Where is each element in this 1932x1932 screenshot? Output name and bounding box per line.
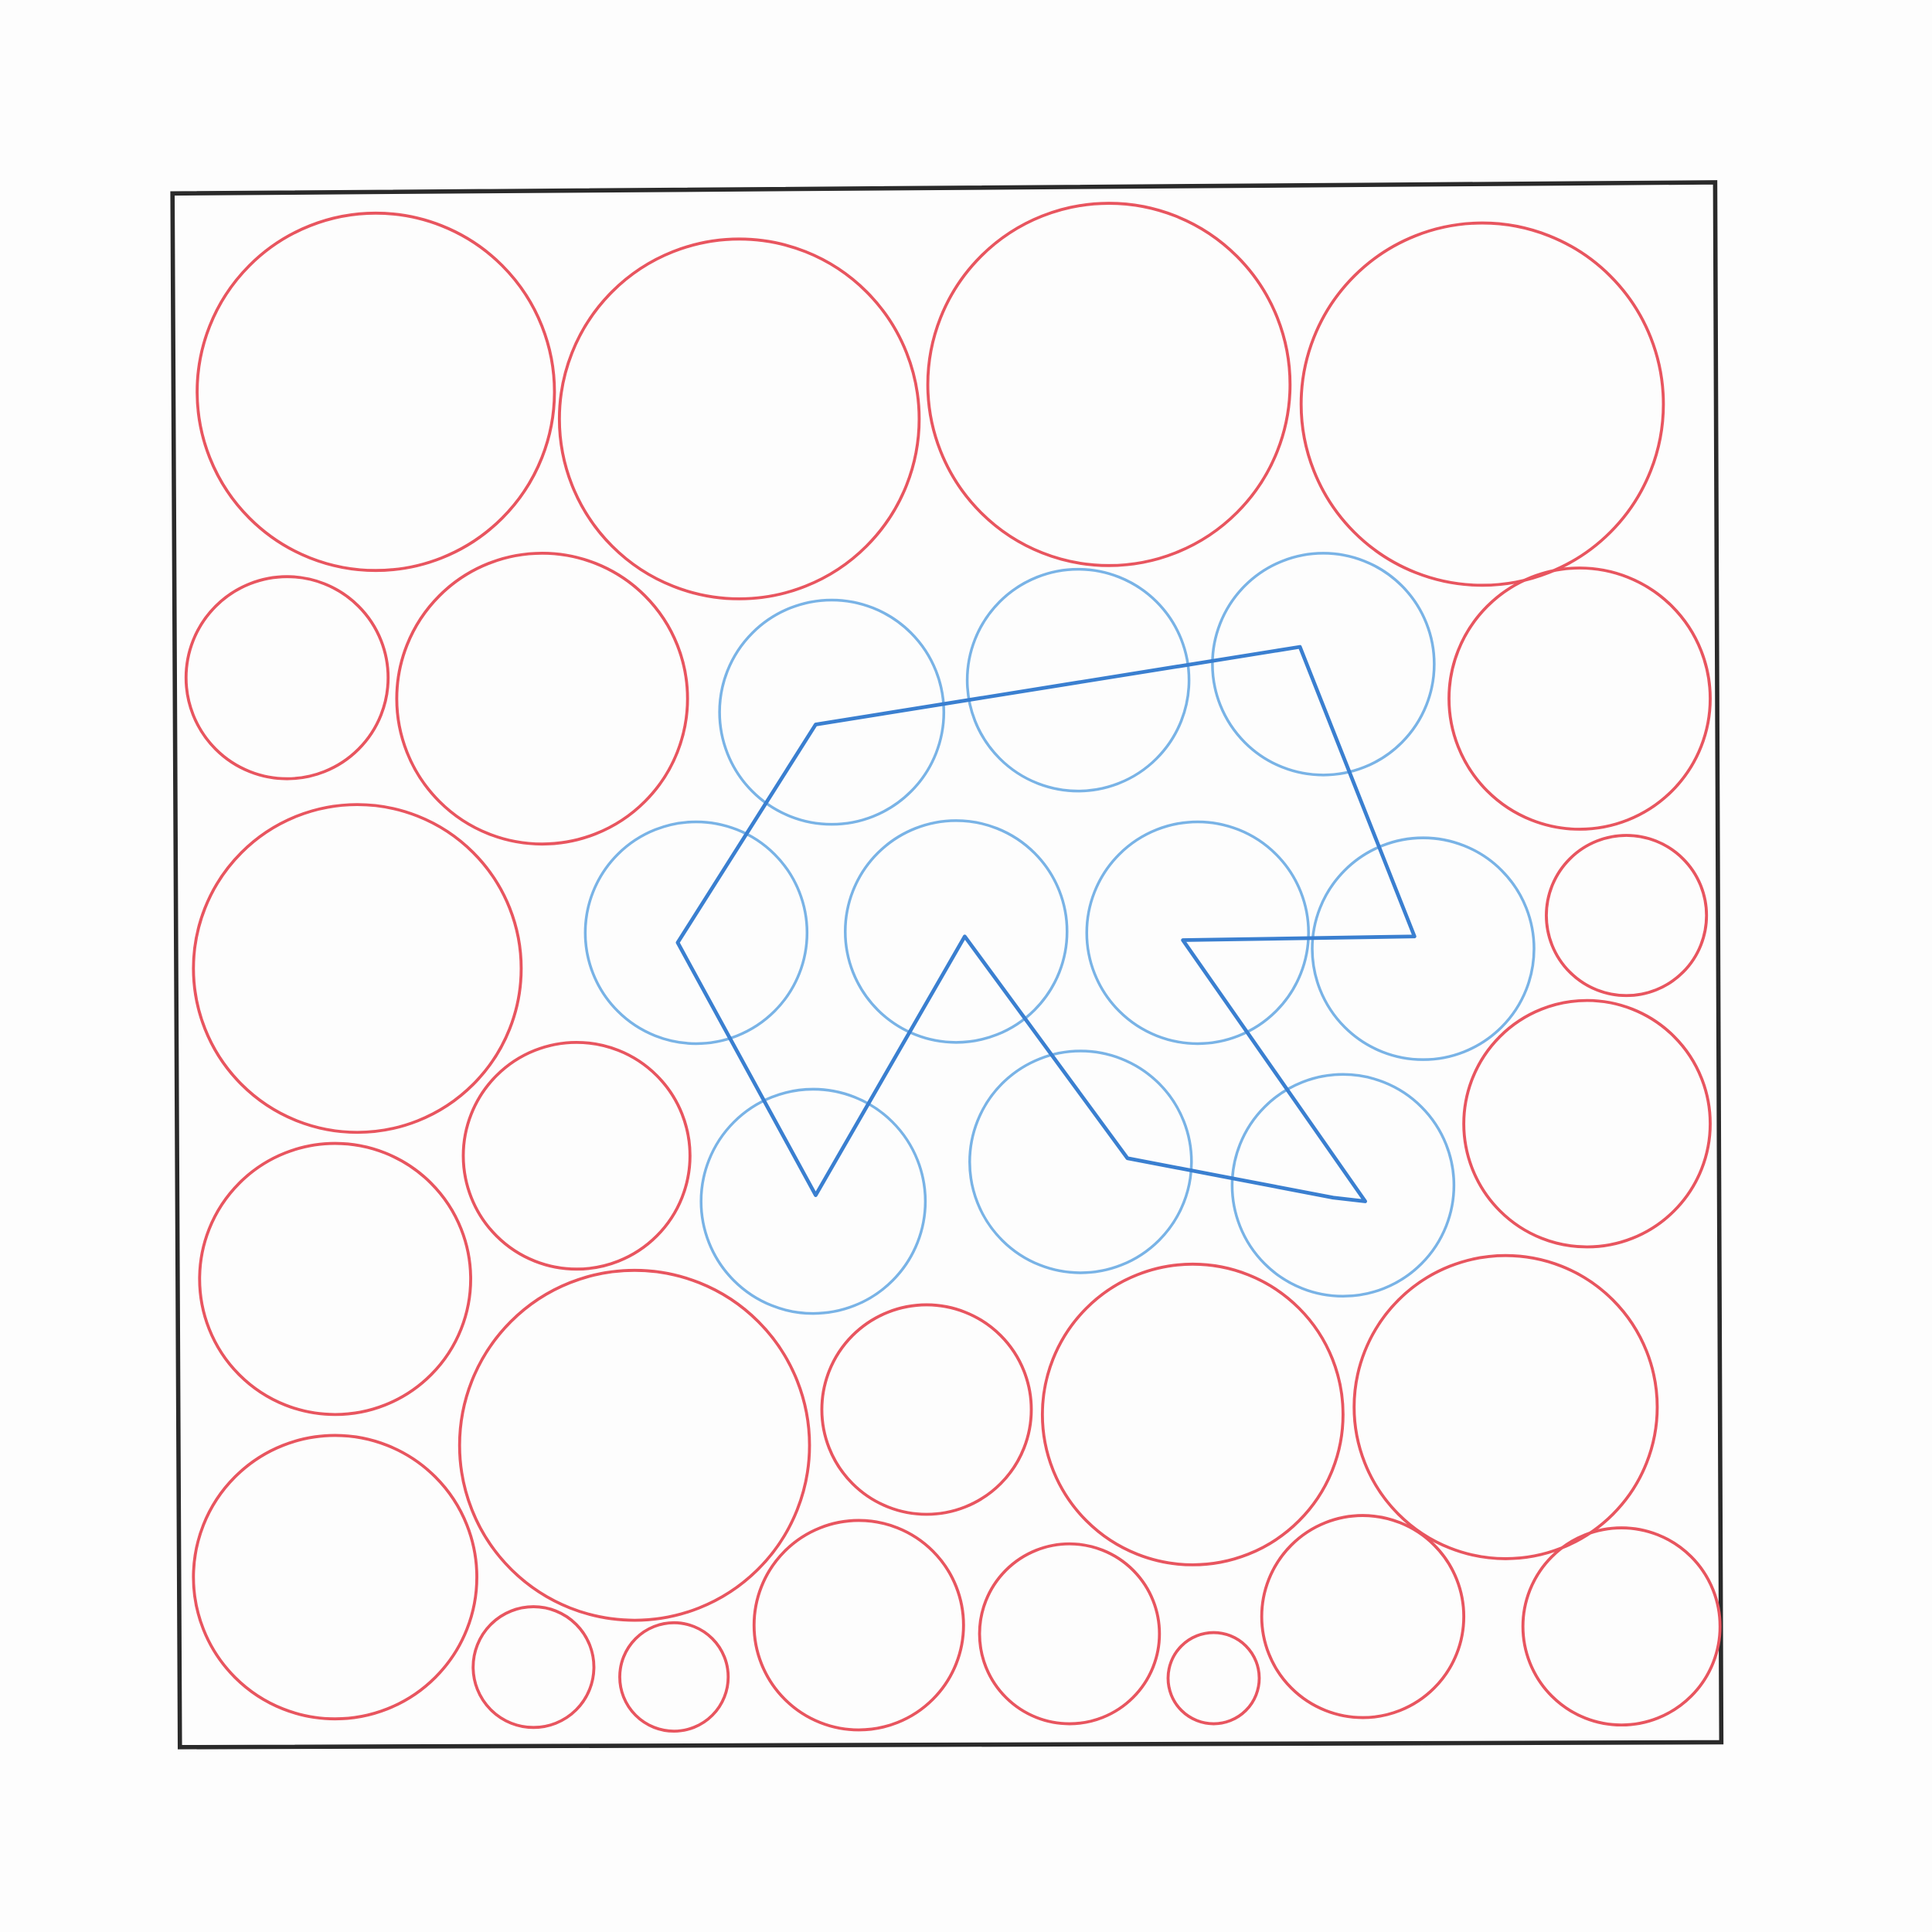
- red-circle: [184, 575, 390, 781]
- blue-circles: [583, 552, 1536, 1315]
- blue-circle: [699, 1087, 927, 1315]
- red-circle: [1545, 834, 1709, 998]
- frame: [170, 180, 1724, 1750]
- blue-circle: [1230, 1073, 1456, 1298]
- red-circle: [461, 1040, 692, 1271]
- red-circle: [820, 1303, 1033, 1516]
- red-circle: [978, 1542, 1162, 1726]
- blue-circle: [1085, 820, 1310, 1046]
- red-circle: [1352, 1253, 1659, 1560]
- red-circle: [192, 1434, 478, 1721]
- red-circles: [184, 202, 1722, 1733]
- red-circle: [1040, 1262, 1345, 1566]
- red-circle: [926, 202, 1292, 567]
- red-circle: [1299, 221, 1665, 587]
- blue-circle: [843, 819, 1069, 1044]
- red-circle: [557, 237, 921, 600]
- blue-path: [675, 645, 1417, 1203]
- blue-circle: [968, 1049, 1193, 1274]
- red-circle: [1166, 1631, 1261, 1726]
- red-circle: [1521, 1526, 1722, 1727]
- red-circle: [457, 1268, 811, 1622]
- red-circle: [1462, 998, 1712, 1249]
- blue-circle: [965, 567, 1191, 793]
- red-circle: [198, 1141, 472, 1417]
- blue-circle: [1311, 836, 1536, 1061]
- blue-circle: [718, 598, 946, 826]
- red-circle: [1260, 1514, 1466, 1719]
- blue-circle: [1211, 552, 1436, 777]
- red-circle: [192, 803, 523, 1134]
- red-circle: [752, 1519, 965, 1732]
- red-circle: [618, 1621, 730, 1733]
- red-circle: [196, 211, 556, 573]
- red-circle: [471, 1605, 596, 1730]
- red-circle: [395, 551, 689, 846]
- red-circle: [1447, 566, 1712, 831]
- blue-circle: [583, 820, 809, 1046]
